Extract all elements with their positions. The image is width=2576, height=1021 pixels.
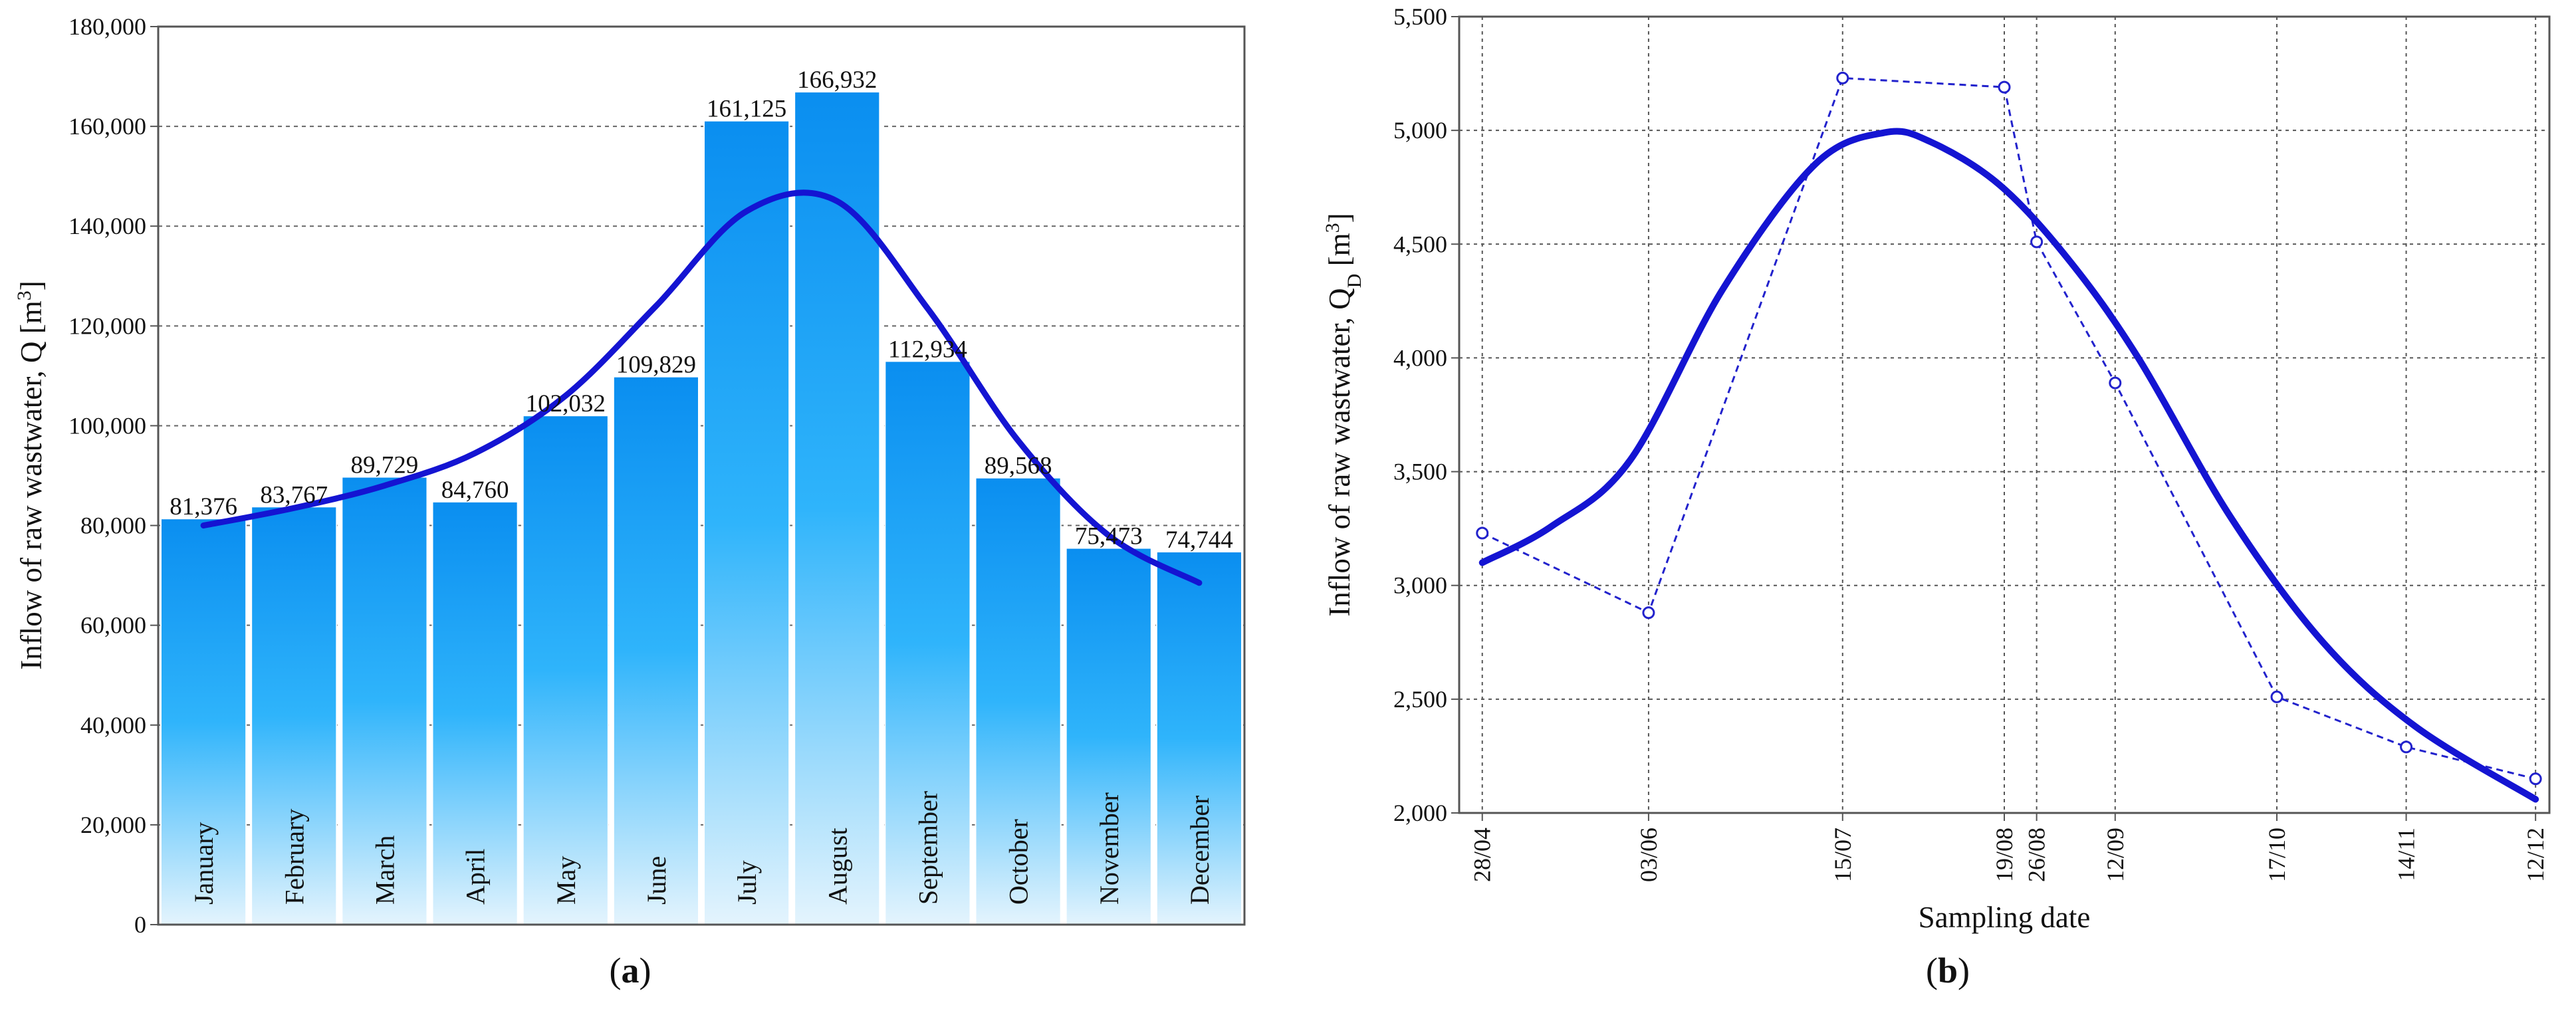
bar-value-label: 75,473 [1075, 523, 1143, 550]
chart-b-data-point [2400, 740, 2413, 754]
bar-june [612, 376, 699, 925]
chart-b-y-tick-label: 2,500 [1393, 686, 1447, 713]
chart-b-x-tick-labels: 28/04 03/06 15/07 19/08 26/08 12/09 17/10 14/11… [1469, 813, 2549, 882]
panel-label-b: (b) [1926, 951, 1970, 990]
chart-b-y-tick-label: 4,500 [1393, 231, 1447, 257]
chart-b-x-tick-label: 15/07 [1829, 828, 1856, 882]
chart-a-y-tick-label: 120,000 [68, 312, 146, 339]
bar-value-label: 74,744 [1165, 526, 1233, 554]
chart-a-y-tick-label: 80,000 [80, 512, 146, 539]
chart-a-bars [160, 91, 1243, 925]
chart-a-plot-frame [157, 25, 1246, 926]
chart-b-x-tick-label: 03/06 [1635, 828, 1662, 882]
bar-value-label: 89,729 [351, 452, 419, 479]
bar-category-label: May [551, 856, 581, 905]
chart-b-measured-line [1482, 76, 2536, 780]
chart-b-y-tick-labels: 2,000 2,500 3,000 3,500 4,000 4,500 5,000 5,500 [1393, 3, 1459, 826]
chart-b-fit-curve-group [1478, 128, 2539, 803]
chart-b-y-tick-label: 2,000 [1393, 800, 1447, 826]
bar-value-label: 102,032 [526, 390, 606, 417]
chart-a-y-tick-label: 60,000 [80, 612, 146, 639]
chart-a-fit-curve [200, 189, 1203, 586]
bar-value-label: 89,568 [985, 453, 1052, 480]
panel-label-a: (a) [610, 951, 651, 990]
chart-a-y-tick-label: 140,000 [68, 213, 146, 239]
chart-b-y-tick-label: 5,000 [1393, 117, 1447, 144]
chart-b-x-tick-label: 26/08 [2024, 828, 2050, 882]
chart-b-data-point [2529, 772, 2542, 786]
bar-january [160, 518, 247, 925]
chart-a-y-tick-label: 180,000 [68, 13, 146, 40]
bar-category-label: October [1004, 819, 1034, 905]
bar-category-label: July [732, 860, 762, 905]
chart-b-data-point [1836, 71, 1849, 84]
bar-category-label: August [822, 828, 852, 905]
chart-b-plot-frame [1458, 15, 2551, 814]
bar-december [1155, 551, 1243, 925]
bar-value-label: 84,760 [441, 477, 509, 504]
bar-march [341, 476, 428, 925]
chart-a-y-tick-label: 20,000 [80, 812, 146, 838]
bar-category-label: March [370, 836, 400, 905]
chart-b-grid [1459, 17, 2549, 813]
line-chart-sampling-inflow: 2,000 2,500 3,000 3,500 4,000 4,500 5,000 5,500… [1322, 3, 2551, 990]
chart-b-data-point [1998, 80, 2011, 94]
chart-b-data-point [2109, 376, 2122, 390]
chart-b-x-tick-label: 28/04 [1469, 828, 1496, 882]
chart-a-value-labels: 81,376 83,767 89,729 84,760 102,032 109,829 16… [170, 66, 1233, 554]
chart-a-category-labels: January February March April May June July Augu… [189, 791, 1215, 905]
chart-a-y-tick-label: 40,000 [80, 712, 146, 738]
bar-category-label: February [279, 809, 309, 905]
bar-category-label: April [461, 849, 491, 905]
bar-category-label: September [913, 791, 943, 905]
chart-b-fit-curve [1478, 128, 2539, 803]
chart-b-x-tick-label: 17/10 [2264, 828, 2290, 882]
chart-a-grid [158, 126, 1244, 826]
chart-a-fit-curve-group [200, 189, 1203, 586]
chart-b-x-tick-label: 19/08 [1991, 828, 2018, 882]
bar-value-label: 166,932 [797, 66, 877, 94]
chart-a-y-tick-label: 100,000 [68, 412, 146, 439]
bar-category-label: November [1094, 792, 1124, 905]
bar-october [975, 477, 1062, 925]
chart-a-y-tick-label: 160,000 [68, 113, 146, 140]
bar-chart-monthly-inflow: 81,376 83,767 89,729 84,760 102,032 109,829 16… [13, 13, 1246, 990]
chart-b-data-point [2270, 690, 2283, 703]
chart-a-y-tick-labels: 0 20,000 40,000 60,000 80,000 100,000 120,000 1… [68, 13, 158, 938]
chart-b-y-tick-label: 3,000 [1393, 572, 1447, 599]
bar-july [703, 120, 790, 925]
chart-b-x-tick-label: 12/12 [2522, 828, 2549, 882]
chart-b-x-tick-label: 14/11 [2393, 828, 2420, 881]
bar-may [522, 415, 609, 925]
bar-value-label: 83,767 [260, 481, 328, 509]
bar-value-label: 112,934 [888, 336, 967, 363]
bar-category-label: June [642, 856, 671, 905]
bar-august [794, 91, 881, 925]
bar-value-label: 81,376 [170, 493, 237, 520]
chart-b-x-tick-label: 12/09 [2102, 828, 2129, 882]
bar-september [884, 360, 971, 925]
chart-b-x-axis-title: Sampling date [1919, 901, 2091, 934]
bar-value-label: 109,829 [616, 352, 696, 379]
bar-category-label: January [189, 822, 219, 905]
bar-category-label: December [1185, 796, 1215, 905]
chart-a-y-axis-title: Inflow of raw wastwater, Q [m3] [13, 281, 49, 670]
chart-b-measured-series [1476, 71, 2542, 786]
chart-b-y-tick-label: 4,000 [1393, 344, 1447, 371]
chart-b-y-tick-label: 3,500 [1393, 459, 1447, 485]
chart-b-data-point [1476, 526, 1489, 540]
bar-value-label: 161,125 [707, 96, 786, 123]
bar-april [431, 501, 519, 925]
chart-a-y-tick-label: 0 [134, 911, 146, 938]
chart-b-data-point [1642, 606, 1655, 620]
bar-november [1065, 547, 1152, 925]
chart-b-data-point [2030, 235, 2044, 249]
chart-b-y-axis-title: Inflow of raw wastwater, QD [m3] [1322, 213, 1365, 616]
chart-b-y-tick-label: 5,500 [1393, 3, 1447, 30]
